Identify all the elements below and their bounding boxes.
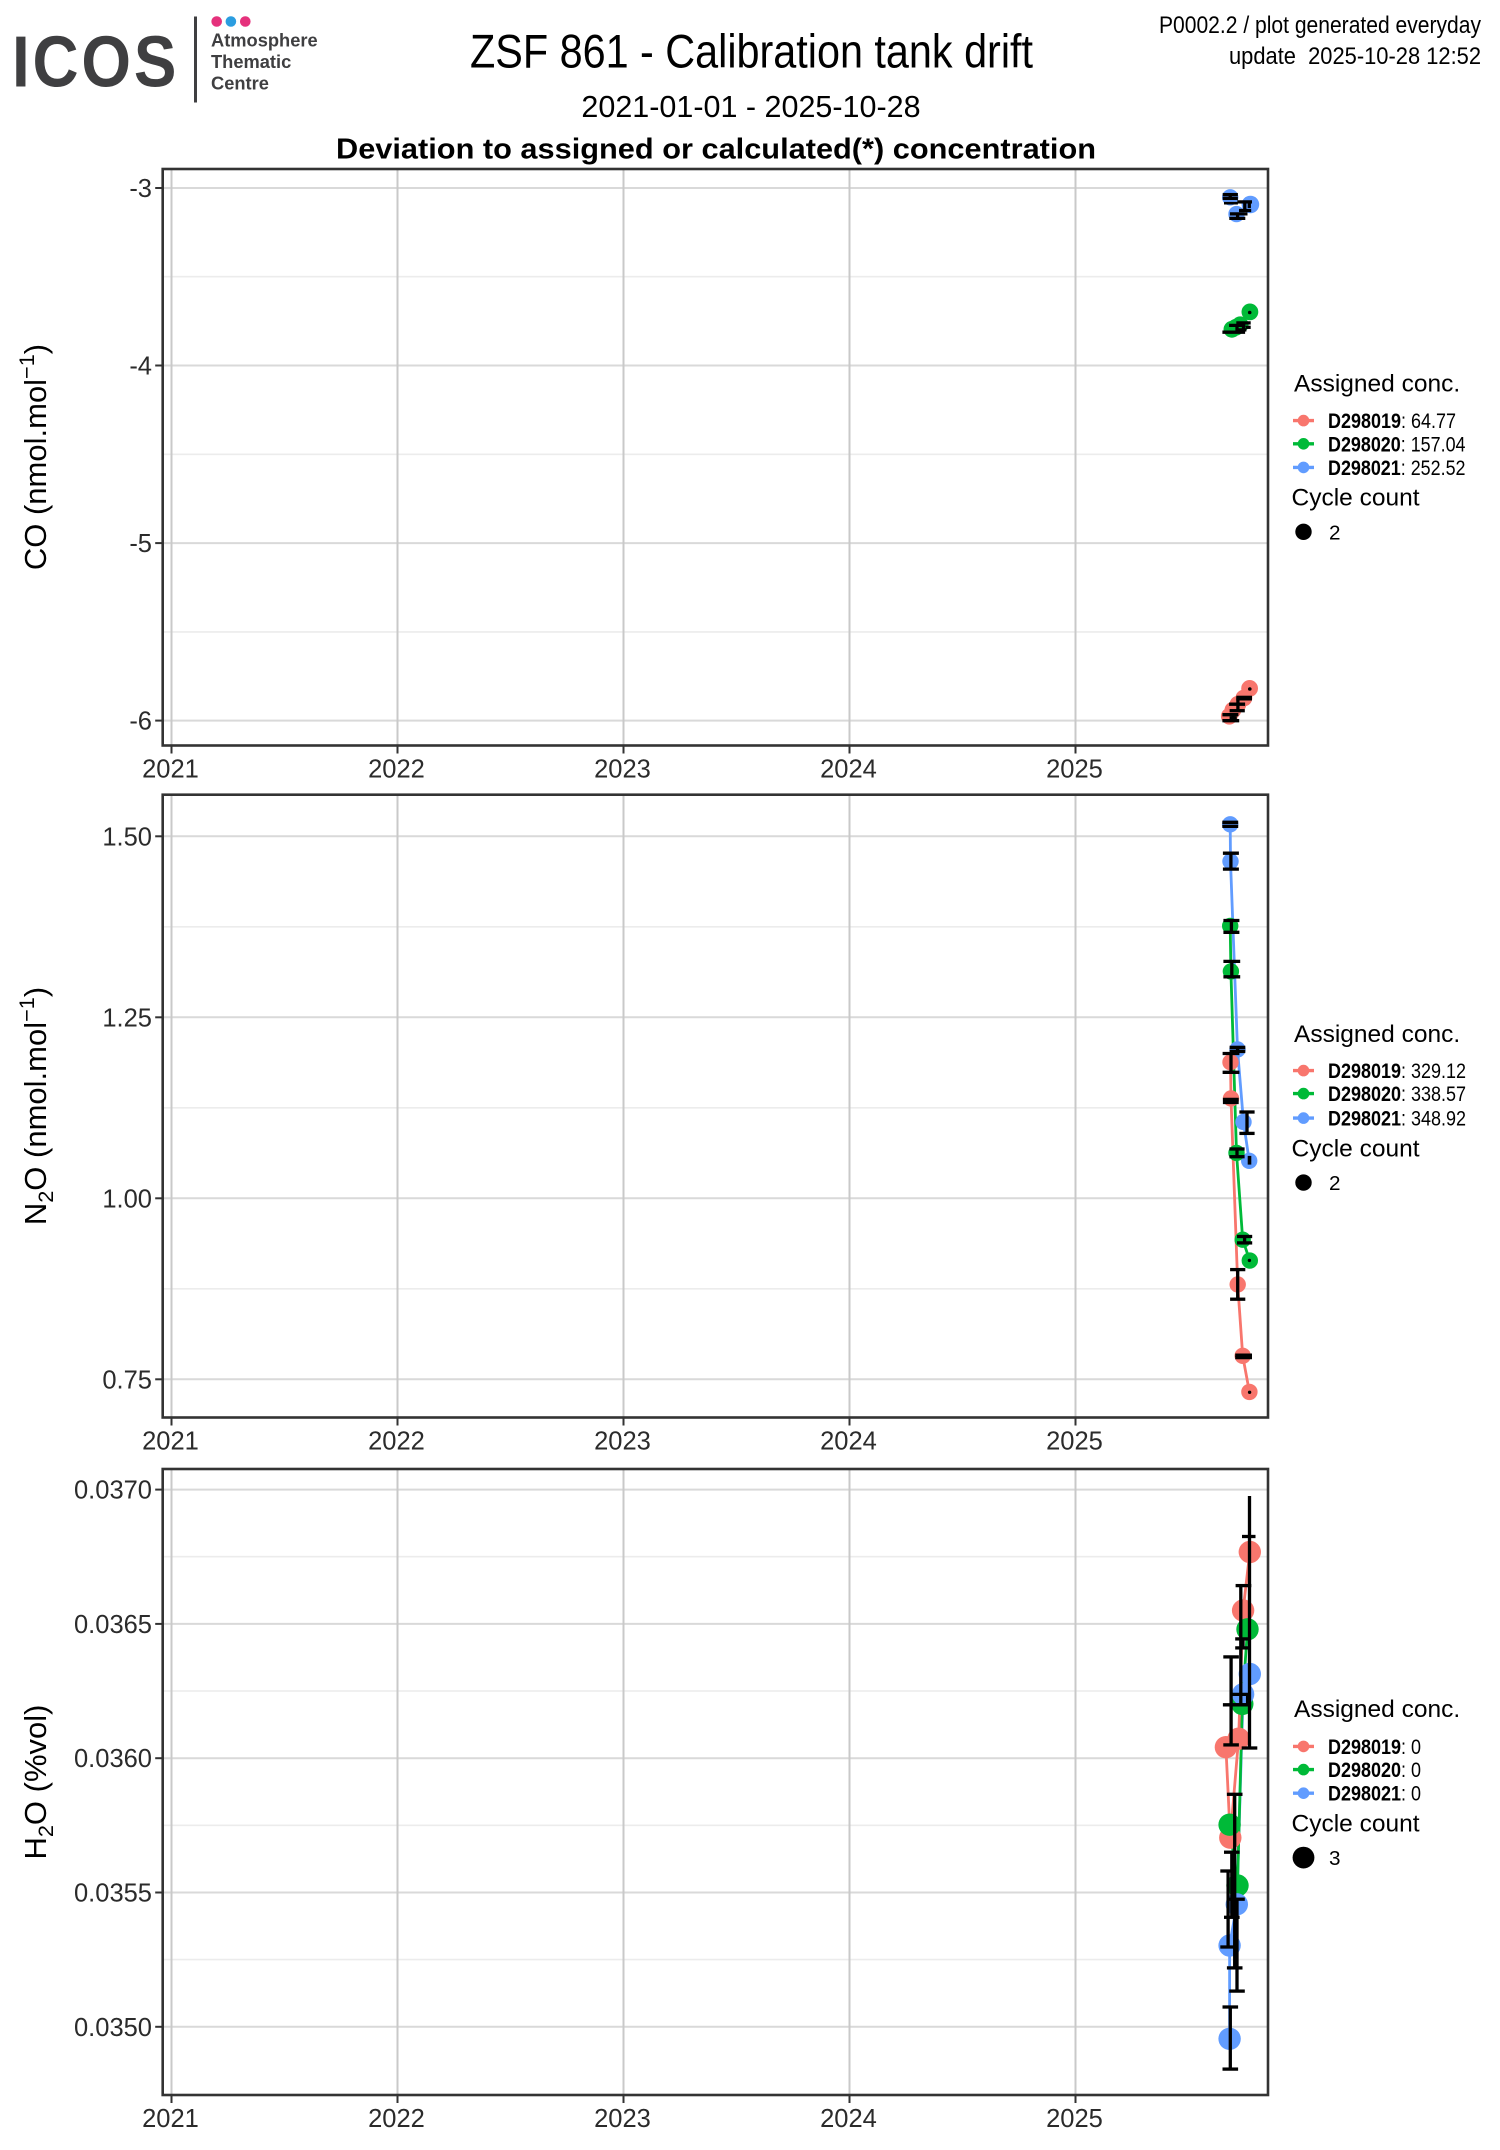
svg-text:Assigned conc.: Assigned conc. [1294,1696,1460,1723]
svg-text:2025: 2025 [1046,1427,1103,1455]
svg-text:Cycle count: Cycle count [1292,1136,1420,1163]
svg-text:-4: -4 [129,353,152,381]
svg-text:N2O (nmol.mol−1): N2O (nmol.mol−1) [14,987,58,1225]
svg-text:-5: -5 [129,530,152,558]
svg-text:2: 2 [1329,1172,1341,1195]
svg-text:update 2025-10-28 12:52: update 2025-10-28 12:52 [1229,43,1481,70]
svg-text:2021: 2021 [142,2105,199,2133]
svg-text:D298021: 0: D298021: 0 [1328,1783,1421,1806]
svg-text:2021: 2021 [142,1427,199,1455]
svg-text:2022: 2022 [368,1427,425,1455]
svg-text:-3: -3 [129,175,152,203]
svg-text:3: 3 [1329,1847,1341,1870]
svg-text:2021: 2021 [142,755,199,783]
svg-text:D298020: 157.04: D298020: 157.04 [1328,433,1466,456]
svg-text:Deviation to assigned or calcu: Deviation to assigned or calculated(*) c… [336,134,1096,166]
svg-text:ICOS: ICOS [12,22,179,103]
svg-text:Cycle count: Cycle count [1292,485,1420,512]
svg-text:0.0360: 0.0360 [74,1745,152,1773]
svg-text:Assigned conc.: Assigned conc. [1294,371,1460,398]
svg-text:0.0350: 0.0350 [74,2014,152,2042]
svg-text:1.25: 1.25 [102,1004,152,1032]
svg-text:-6: -6 [129,708,152,736]
svg-text:D298019: 329.12: D298019: 329.12 [1328,1060,1466,1083]
svg-text:2023: 2023 [594,755,651,783]
svg-text:Cycle count: Cycle count [1292,1811,1420,1838]
svg-text:0.0355: 0.0355 [74,1880,152,1908]
svg-text:D298021: 348.92: D298021: 348.92 [1328,1108,1466,1131]
svg-text:2025: 2025 [1046,755,1103,783]
svg-text:2023: 2023 [594,2105,651,2133]
svg-text:D298019: 0: D298019: 0 [1328,1736,1421,1759]
svg-text:0.75: 0.75 [102,1366,152,1394]
svg-text:2021-01-01 - 2025-10-28: 2021-01-01 - 2025-10-28 [581,90,920,124]
svg-text:ZSF 861 - Calibration tank dri: ZSF 861 - Calibration tank drift [470,25,1033,78]
svg-text:CO (nmol.mol−1): CO (nmol.mol−1) [14,344,53,570]
svg-text:Thematic: Thematic [211,51,291,72]
svg-text:2024: 2024 [820,755,877,783]
svg-text:2: 2 [1329,521,1341,544]
svg-text:1.00: 1.00 [102,1185,152,1213]
svg-text:Centre: Centre [211,73,269,94]
svg-text:Atmosphere: Atmosphere [211,30,318,51]
svg-text:2024: 2024 [820,1427,877,1455]
svg-text:0.0365: 0.0365 [74,1611,152,1639]
svg-text:Assigned conc.: Assigned conc. [1294,1021,1460,1048]
svg-text:2024: 2024 [820,2105,877,2133]
svg-text:2022: 2022 [368,2105,425,2133]
svg-text:P0002.2 / plot generated every: P0002.2 / plot generated everyday [1159,12,1481,39]
svg-text:2025: 2025 [1046,2105,1103,2133]
svg-text:2022: 2022 [368,755,425,783]
svg-text:D298020: 0: D298020: 0 [1328,1759,1421,1782]
svg-text:D298019: 64.77: D298019: 64.77 [1328,410,1456,433]
svg-text:D298020: 338.57: D298020: 338.57 [1328,1083,1466,1106]
svg-text:0.0370: 0.0370 [74,1477,152,1505]
svg-text:D298021: 252.52: D298021: 252.52 [1328,457,1466,480]
svg-text:1.50: 1.50 [102,823,152,851]
svg-text:2023: 2023 [594,1427,651,1455]
